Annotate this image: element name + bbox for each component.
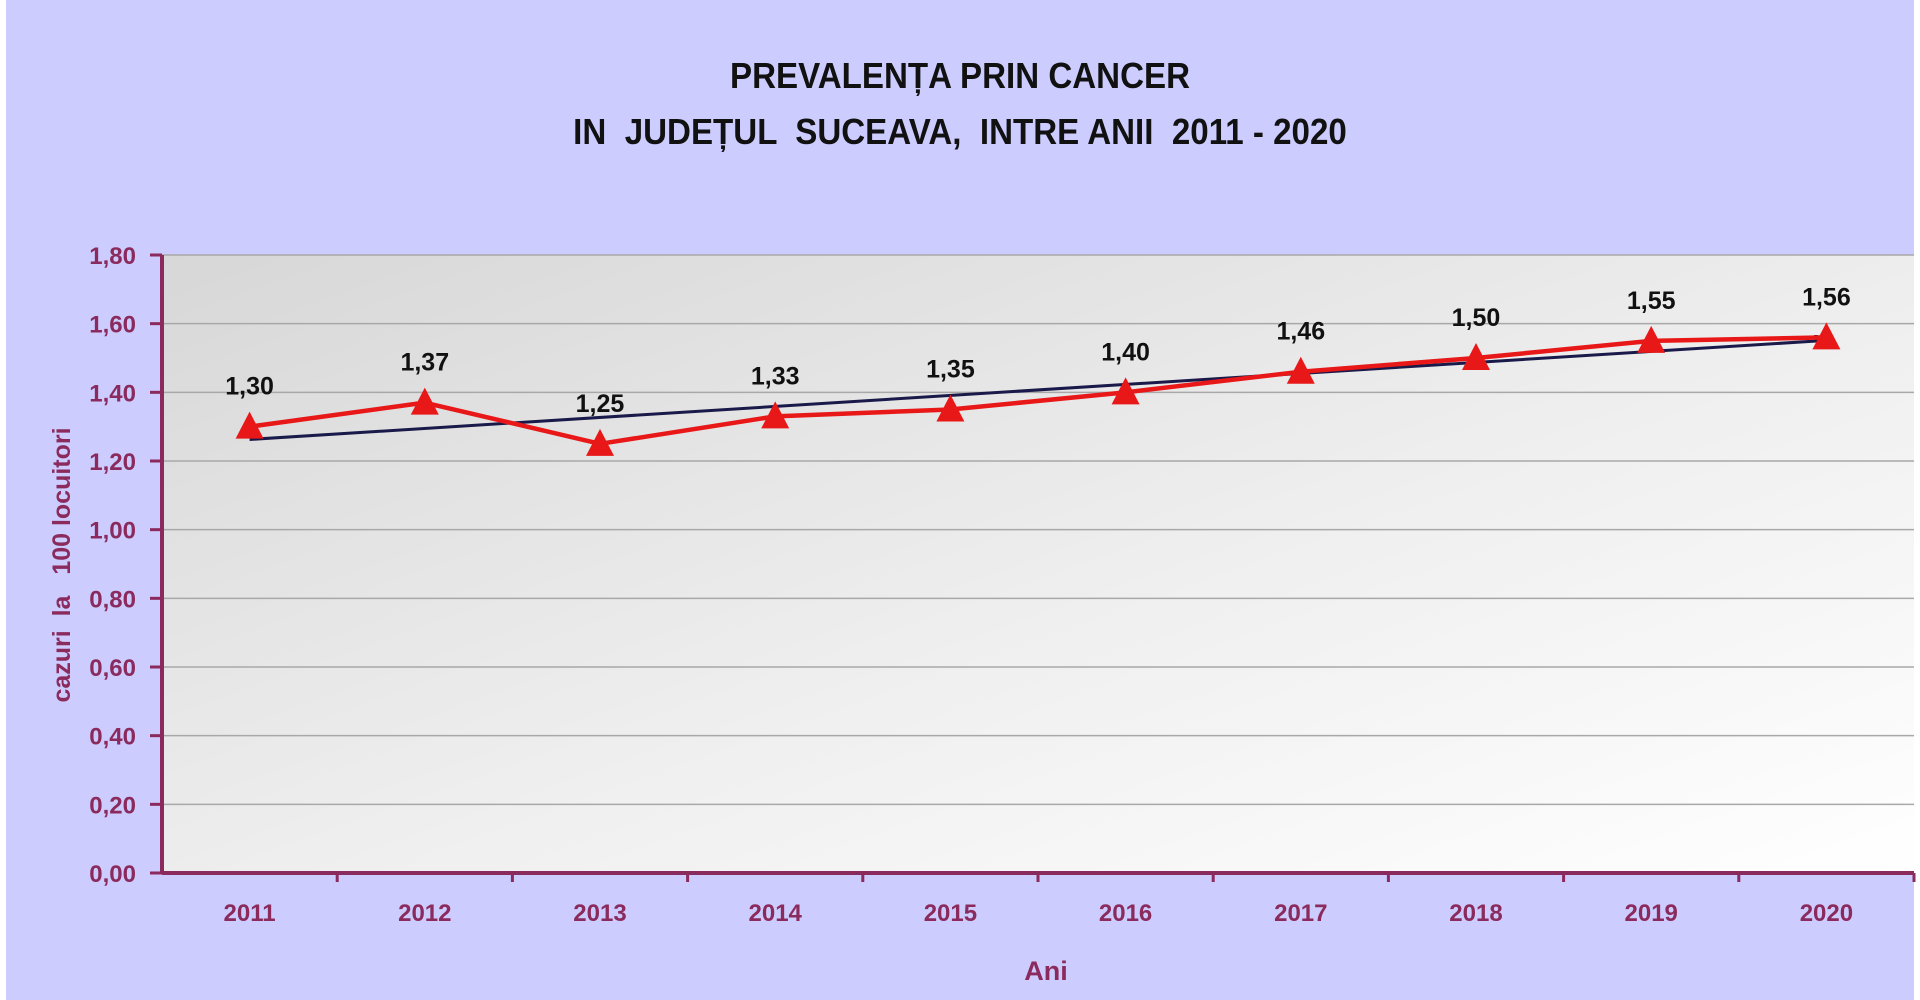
series-line bbox=[249, 335, 1827, 447]
x-tick-label: 2013 bbox=[573, 900, 626, 927]
data-point-marker bbox=[1637, 325, 1666, 353]
y-tick-label: 0,00 bbox=[89, 861, 136, 888]
chart-title: PREVALENȚA PRIN CANCER IN JUDEȚUL SUCEAV… bbox=[82, 48, 1837, 160]
x-tick-label: 2019 bbox=[1625, 900, 1678, 927]
data-point-marker bbox=[235, 411, 264, 439]
series bbox=[249, 335, 1827, 447]
y-tick-label: 0,40 bbox=[89, 724, 136, 751]
y-tick-labels: 0,00 0,20 0,40 0,60 0,80 1,00 1,20 1,40 1,60 1,80 bbox=[89, 243, 136, 888]
data-point-marker bbox=[410, 387, 439, 415]
data-point-marker bbox=[1111, 377, 1140, 405]
data-label: 1,30 bbox=[225, 373, 274, 401]
plot-area bbox=[162, 255, 1914, 873]
axes bbox=[160, 255, 1916, 882]
y-tick-label: 0,20 bbox=[89, 792, 136, 819]
x-tick-label: 2016 bbox=[1099, 900, 1152, 927]
x-tick-label: 2020 bbox=[1800, 900, 1853, 927]
y-tick-label: 0,60 bbox=[89, 655, 136, 682]
x-tick-labels: 2011 2012 2013 2014 2015 2016 2017 2018 2019 2020 bbox=[224, 900, 1854, 927]
x-tick-label: 2014 bbox=[749, 900, 803, 927]
data-label: 1,35 bbox=[926, 356, 975, 384]
data-point-marker bbox=[586, 428, 614, 456]
chart-title-line-2: IN JUDEȚUL SUCEAVA, INTRE ANII 2011 - 20… bbox=[573, 111, 1347, 152]
y-axis-label: cazuri la 100 locuitori bbox=[48, 427, 76, 702]
data-label: 1,40 bbox=[1101, 338, 1150, 366]
y-tick-label: 1,40 bbox=[89, 380, 136, 407]
data-label: 1,56 bbox=[1802, 283, 1851, 311]
x-tick-label: 2015 bbox=[924, 900, 977, 927]
data-label: 1,55 bbox=[1627, 287, 1676, 315]
x-axis-label: Ani bbox=[1024, 956, 1068, 986]
data-label: 1,46 bbox=[1276, 318, 1325, 346]
data-point-marker bbox=[1462, 343, 1490, 370]
x-tick-label: 2011 bbox=[224, 900, 276, 927]
y-tick-label: 1,80 bbox=[89, 243, 136, 270]
y-tick-label: 0,80 bbox=[89, 586, 136, 613]
data-point-marker bbox=[1286, 356, 1315, 384]
data-point-marker bbox=[1812, 322, 1841, 350]
x-tick-label: 2017 bbox=[1274, 900, 1327, 927]
gridlines bbox=[150, 253, 1914, 875]
data-label: 1,25 bbox=[576, 390, 625, 418]
markers bbox=[235, 322, 1841, 456]
y-tick-label: 1,00 bbox=[89, 518, 136, 545]
chart-title-line-1: PREVALENȚA PRIN CANCER bbox=[729, 55, 1191, 96]
data-label: 1,37 bbox=[400, 349, 449, 377]
y-tick-label: 1,20 bbox=[89, 449, 136, 476]
data-point-marker bbox=[761, 401, 790, 429]
data-labels: 1,30 1,37 1,25 1,33 1,35 1,40 1,46 1,50 1,55 1,56 bbox=[225, 283, 1850, 417]
data-point-marker bbox=[936, 394, 965, 422]
x-tick-label: 2012 bbox=[398, 900, 451, 927]
data-label: 1,50 bbox=[1452, 304, 1501, 332]
y-tick-label: 1,60 bbox=[89, 312, 136, 339]
x-tick-label: 2018 bbox=[1449, 900, 1502, 927]
data-label: 1,33 bbox=[751, 362, 800, 390]
